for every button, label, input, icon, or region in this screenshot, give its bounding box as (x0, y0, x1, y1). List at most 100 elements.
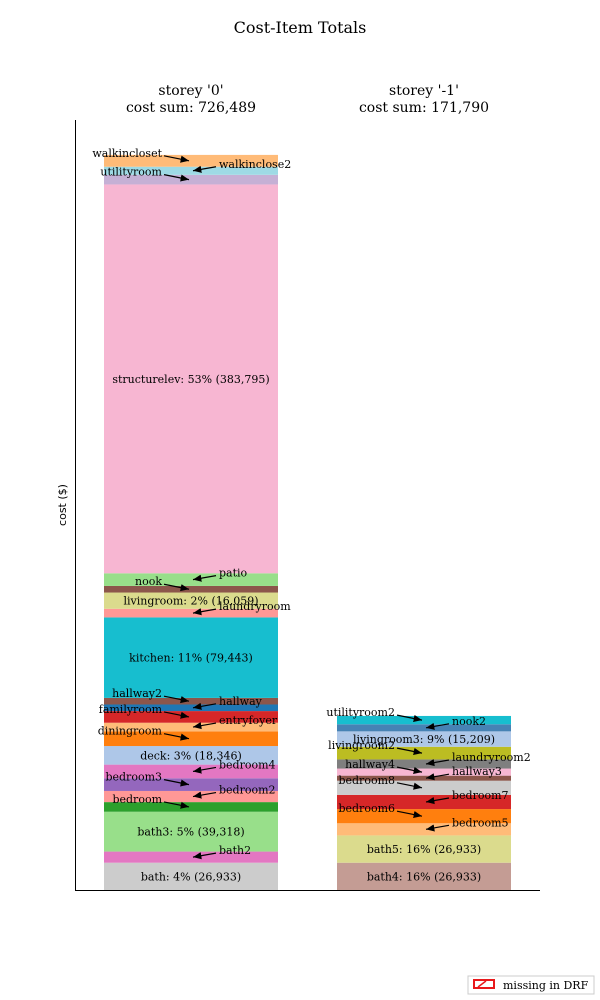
segment-label-hallway2: hallway2 (112, 687, 162, 700)
segment-label-bath3: bath3: 5% (39,318) (137, 826, 244, 839)
segment-label-bedroom: bedroom (112, 793, 162, 806)
segment-livingroom2 (337, 746, 511, 760)
legend: missing in DRF (467, 975, 595, 995)
arrow-entryfoyer (192, 722, 217, 730)
labels-layer: storey '0'cost sum: 726,489 bath: 4% (26,… (92, 83, 530, 883)
arrow-bedroom6 (396, 810, 423, 819)
segment-nook2 (337, 724, 511, 732)
segment-nook (104, 585, 278, 593)
segment-label-patio: patio (219, 567, 248, 580)
segment-livingroom3 (337, 731, 511, 747)
segment-label-bedroom4: bedroom4 (219, 758, 276, 771)
arrow-utilityroom2 (396, 714, 423, 722)
arrow-hallway (192, 702, 217, 710)
segment-bath2 (104, 851, 278, 863)
arrow-bedroom8 (396, 782, 423, 790)
segment-label-bath4: bath4: 16% (26,933) (367, 870, 481, 883)
segment-bedroom (104, 802, 278, 812)
segment-laundryroom2 (337, 759, 511, 769)
arrow-nook (163, 583, 190, 592)
segment-bedroom8 (337, 780, 511, 795)
segment-bath (104, 862, 278, 890)
segment-label-deck: deck: 3% (18,346) (140, 749, 242, 762)
segment-hallway4 (337, 768, 511, 776)
arrow-nook2 (425, 722, 450, 730)
segment-walkincloset (104, 154, 278, 167)
legend-hatch (477, 980, 487, 988)
chart-title: Cost-Item Totals (234, 18, 367, 37)
segment-label-utilityroom: utilityroom (100, 166, 162, 179)
segment-bedroom3 (104, 778, 278, 791)
stack-0 (104, 154, 278, 890)
segment-label-walkinclose2: walkinclose2 (219, 158, 291, 171)
segment-label-bedroom8: bedroom8 (338, 774, 395, 787)
arrow-bath2 (192, 852, 217, 860)
arrow-hallway2 (163, 695, 190, 704)
arrow-bedroom7 (425, 797, 450, 805)
segment-entryfoyer (104, 722, 278, 732)
segment-label-bedroom3: bedroom3 (105, 771, 162, 784)
segment-label-bedroom7: bedroom7 (452, 789, 509, 802)
stack-sum-0: cost sum: 726,489 (126, 100, 256, 116)
legend-frame (467, 975, 595, 995)
segment-label-diningroom: diningroom (98, 725, 163, 738)
arrow-bedroom2 (192, 791, 217, 799)
segment-label-familyroom: familyroom (99, 703, 163, 716)
arrow-familyroom (163, 711, 190, 719)
arrow-hallway4 (396, 766, 423, 774)
segment-deck (104, 746, 278, 765)
segment-hallway (104, 704, 278, 712)
segment-label-entryfoyer: entryfoyer (219, 714, 278, 727)
segment-bedroom2 (104, 790, 278, 803)
segment-label-bath2: bath2 (219, 844, 251, 857)
segment-label-bedroom2: bedroom2 (219, 784, 276, 797)
segment-label-livingroom3: livingroom3: 9% (15,209) (353, 733, 495, 746)
segment-hallway2 (104, 697, 278, 705)
stack-sum-1: cost sum: 171,790 (359, 100, 489, 116)
segment-laundryroom (104, 608, 278, 618)
segment-label-structurelev: structurelev: 53% (383,795) (112, 373, 269, 386)
arrow-bedroom5 (425, 824, 450, 832)
segment-label-nook: nook (135, 575, 162, 588)
segment-familyroom (104, 711, 278, 723)
arrow-walkinclose2 (192, 165, 217, 173)
segment-label-kitchen: kitchen: 11% (79,443) (129, 652, 253, 665)
arrow-patio (192, 574, 217, 582)
segment-label-laundryroom: laundryroom (219, 600, 291, 613)
segment-label-hallway: hallway (219, 695, 263, 708)
segment-bedroom5 (337, 823, 511, 836)
arrow-livingroom2 (396, 747, 423, 755)
segment-label-nook2: nook2 (452, 715, 486, 728)
arrow-bedroom3 (163, 779, 190, 787)
arrow-utilityroom (163, 174, 190, 182)
arrow-laundryroom2 (425, 759, 450, 767)
stack-1 (337, 715, 511, 890)
segment-utilityroom (104, 174, 278, 185)
arrow-bedroom4 (192, 766, 217, 774)
segment-bedroom7 (337, 794, 511, 810)
segment-bedroom6 (337, 809, 511, 824)
segment-label-hallway4: hallway4 (345, 758, 395, 771)
segment-livingroom (104, 592, 278, 609)
segment-label-bedroom5: bedroom5 (452, 816, 509, 829)
segment-structurelev (104, 184, 278, 574)
segment-bath3 (104, 811, 278, 852)
segment-utilityroom2 (337, 715, 511, 725)
segment-bedroom4 (104, 764, 278, 779)
segment-label-hallway3: hallway3 (452, 765, 502, 778)
stack-header-1: storey '-1' (389, 83, 459, 99)
arrow-laundryroom (192, 608, 217, 616)
y-axis-label: cost ($) (56, 484, 69, 526)
segment-label-livingroom: livingroom: 2% (16,059) (123, 595, 258, 608)
legend-label: missing in DRF (503, 979, 589, 992)
segment-hallway3 (337, 775, 511, 781)
segment-bath4 (337, 862, 511, 890)
arrow-diningroom (163, 733, 190, 741)
segment-label-bath5: bath5: 16% (26,933) (367, 843, 481, 856)
stacks-layer (104, 154, 511, 890)
segment-kitchen (104, 617, 278, 698)
segment-label-bedroom6: bedroom6 (338, 802, 395, 815)
segment-walkinclose2 (104, 166, 278, 175)
arrow-hallway3 (425, 773, 450, 781)
